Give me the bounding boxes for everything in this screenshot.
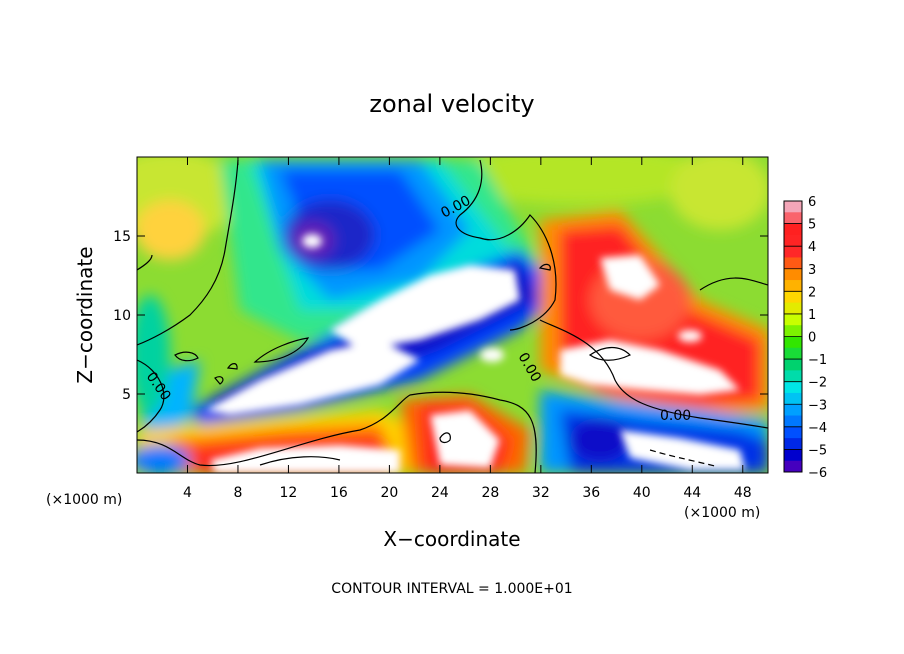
colorbar: 6 5 4 3 2 1 0 −1 −2 −3 −4 −5 −6 <box>783 195 827 481</box>
x-tick-label: 48 <box>734 485 752 501</box>
colorbar-blend <box>784 460 802 473</box>
colorbar-tick-label: 2 <box>808 285 816 300</box>
x-axis-ticks: 4 8 12 16 20 24 28 32 36 40 44 48 <box>183 157 752 501</box>
colorbar-tick-label: −5 <box>808 443 827 458</box>
colorbar-tick-label: 1 <box>808 308 816 323</box>
y-tick-label: 10 <box>113 308 131 324</box>
contour-interval-note: CONTOUR INTERVAL = 1.000E+01 <box>331 581 572 597</box>
x-unit-left: (×1000 m) <box>46 492 122 508</box>
colorbar-tick-label: 3 <box>808 263 816 278</box>
colorbar-blend <box>784 234 802 247</box>
heatmap-field <box>137 157 768 473</box>
colorbar-blend <box>784 415 802 428</box>
x-axis-label: X−coordinate <box>383 527 520 551</box>
x-tick-label: 24 <box>431 485 449 501</box>
colorbar-blend <box>784 392 802 405</box>
colorbar-blend <box>784 257 802 270</box>
colorbar-blend <box>784 212 802 225</box>
x-tick-label: 12 <box>280 485 298 501</box>
colorbar-blend <box>784 325 802 337</box>
x-tick-label: 8 <box>233 485 242 501</box>
y-axis-label: Z−coordinate <box>73 246 97 383</box>
colorbar-blend <box>784 438 802 450</box>
y-tick-label: 5 <box>122 387 131 403</box>
colorbar-blend <box>784 347 802 360</box>
colorbar-tick-label: −2 <box>808 376 827 391</box>
x-tick-label: 44 <box>683 485 701 501</box>
colorbar-tick-label: −6 <box>808 466 827 481</box>
colorbar-blend <box>784 280 802 292</box>
colorbar-tick-label: 4 <box>808 240 816 255</box>
x-tick-label: 40 <box>633 485 651 501</box>
colorbar-tick-label: −3 <box>808 398 827 413</box>
colorbar-blend <box>784 370 802 383</box>
x-tick-label: 20 <box>380 485 398 501</box>
chart-title: zonal velocity <box>369 90 534 118</box>
x-tick-label: 32 <box>532 485 550 501</box>
colorbar-tick-label: −1 <box>808 353 827 368</box>
x-tick-label: 16 <box>330 485 348 501</box>
colorbar-tick-label: 6 <box>808 195 816 210</box>
colorbar-blend <box>784 302 802 315</box>
y-axis-ticks: 5 10 15 <box>113 229 768 403</box>
x-tick-label: 36 <box>582 485 600 501</box>
contour-label: 0.00 <box>660 408 691 424</box>
x-tick-label: 28 <box>481 485 499 501</box>
x-tick-label: 4 <box>183 485 192 501</box>
colorbar-tick-label: 0 <box>808 331 816 346</box>
colorbar-tick-label: −4 <box>808 421 827 436</box>
y-tick-label: 15 <box>113 229 131 245</box>
colorbar-tick-label: 5 <box>808 218 816 233</box>
x-unit-right: (×1000 m) <box>684 505 760 521</box>
